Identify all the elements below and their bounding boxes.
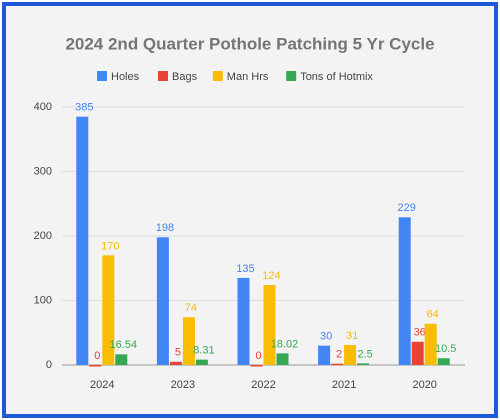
bar <box>357 363 370 365</box>
legend-swatch <box>158 71 168 81</box>
legend-swatch <box>286 71 297 81</box>
data-label: 135 <box>236 263 254 275</box>
y-tick-label: 400 <box>34 101 52 113</box>
data-label: 198 <box>156 222 174 234</box>
x-tick-label: 2023 <box>171 379 195 391</box>
bar <box>89 365 102 367</box>
y-tick-label: 300 <box>34 165 52 177</box>
legend-label: Tons of Hotmix <box>300 71 373 83</box>
chart-title: 2024 2nd Quarter Pothole Patching 5 Yr C… <box>65 34 434 53</box>
data-label: 2.5 <box>357 348 372 360</box>
data-label: 0 <box>94 350 100 362</box>
data-label: 30 <box>320 331 332 343</box>
data-label: 170 <box>101 240 119 252</box>
bar <box>195 359 208 365</box>
legend-swatch <box>212 71 223 81</box>
x-tick-label: 2020 <box>412 379 436 391</box>
legend-label: Bags <box>172 71 198 83</box>
x-tick-label: 2022 <box>251 379 275 391</box>
bar <box>263 285 276 365</box>
data-label: 5 <box>175 347 181 359</box>
y-tick-label: 0 <box>46 359 52 371</box>
bar <box>182 317 195 365</box>
bar <box>115 354 128 365</box>
y-tick-label: 100 <box>34 294 52 306</box>
data-label: 64 <box>427 309 439 321</box>
x-tick-label: 2024 <box>90 379 114 391</box>
y-tick-label: 200 <box>34 230 52 242</box>
data-label: 2 <box>336 349 342 361</box>
data-label: 16.54 <box>110 339 138 351</box>
data-label: 385 <box>75 102 93 114</box>
bar <box>156 237 169 365</box>
bar <box>344 345 357 365</box>
legend-label: Holes <box>111 71 140 83</box>
data-label: 74 <box>185 302 197 314</box>
bar <box>250 365 263 367</box>
data-label: 10.5 <box>435 343 456 355</box>
data-label: 124 <box>262 270 280 282</box>
data-label: 36 <box>414 327 426 339</box>
bar <box>237 277 250 365</box>
bar <box>169 361 182 365</box>
data-label: 0 <box>255 350 261 362</box>
bar <box>102 255 115 365</box>
legend-label: Man Hrs <box>227 71 269 83</box>
bar <box>76 116 89 365</box>
bar <box>398 217 411 365</box>
x-tick-label: 2021 <box>332 379 356 391</box>
bar <box>318 345 331 365</box>
data-label: 18.02 <box>271 338 299 350</box>
bar <box>411 341 424 365</box>
bar <box>276 353 289 365</box>
legend-swatch <box>97 71 107 81</box>
bar <box>437 358 450 365</box>
bar <box>331 363 344 366</box>
data-label: 8.31 <box>193 345 214 357</box>
bar <box>424 323 437 365</box>
data-label: 229 <box>398 202 416 214</box>
data-label: 31 <box>346 330 358 342</box>
